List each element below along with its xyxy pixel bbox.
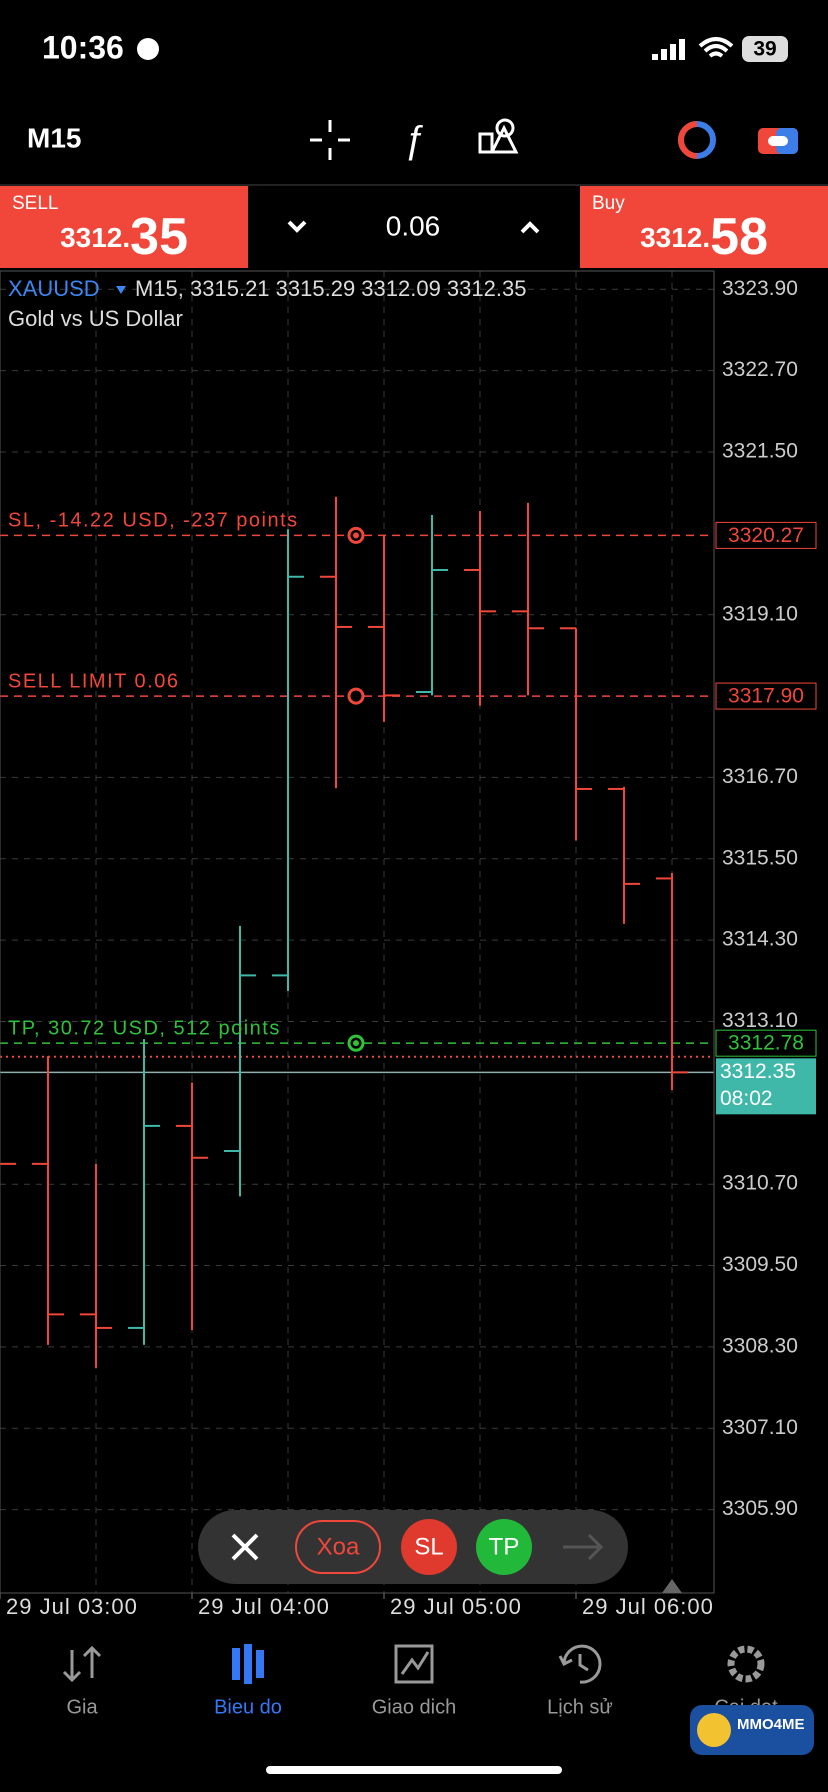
buy-button[interactable] bbox=[580, 186, 828, 268]
order-price: 3320.27 bbox=[728, 524, 804, 547]
battery-level: 39 bbox=[753, 38, 776, 61]
volume-down[interactable] bbox=[287, 220, 307, 233]
bid-price-box bbox=[716, 1058, 816, 1115]
chart-info: M15, 3315.21 3315.29 3312.09 3312.35 bbox=[135, 276, 526, 301]
watermark: MMO4ME bbox=[690, 1705, 814, 1755]
objects-button[interactable] bbox=[478, 118, 519, 154]
buy-price-main: 3312. bbox=[640, 222, 710, 253]
x-tick-label: 29 Jul 03:00 bbox=[6, 1594, 138, 1619]
y-tick-label: 3319.10 bbox=[722, 602, 798, 625]
symbol-name[interactable]: XAUUSD bbox=[8, 276, 100, 301]
buy-price: 3312.58 bbox=[640, 208, 768, 266]
wifi-icon bbox=[698, 37, 734, 58]
bid-price: 3312.35 bbox=[720, 1060, 796, 1083]
plot-frame bbox=[0, 270, 715, 1594]
order-handle-dot bbox=[353, 1040, 359, 1047]
x-tick-label: 29 Jul 05:00 bbox=[390, 1594, 522, 1619]
y-tick-label: 3315.50 bbox=[722, 846, 798, 869]
nav-label: Gia bbox=[66, 1696, 98, 1718]
volume-value[interactable]: 0.06 bbox=[386, 210, 441, 241]
sl-label: SL bbox=[414, 1533, 443, 1560]
sell-price-big: 35 bbox=[130, 208, 188, 266]
trade-button[interactable] bbox=[758, 128, 798, 154]
sell-price-main: 3312. bbox=[60, 222, 130, 253]
watermark-text: MMO4ME bbox=[737, 1716, 805, 1733]
y-tick-label: 3310.70 bbox=[722, 1172, 798, 1195]
nav-icon bbox=[232, 1644, 264, 1684]
nav-item[interactable]: Bieu do bbox=[214, 1644, 282, 1718]
buy-label: Buy bbox=[592, 193, 625, 214]
y-tick-label: 3313.10 bbox=[722, 1009, 798, 1032]
y-tick-label: 3316.70 bbox=[722, 765, 798, 788]
nav-label: Bieu do bbox=[214, 1696, 282, 1718]
order-price-box bbox=[715, 521, 817, 549]
order-handle-dot bbox=[353, 532, 359, 539]
close-button[interactable] bbox=[231, 1533, 259, 1561]
bid-timer: 08:02 bbox=[720, 1087, 773, 1110]
next-button[interactable] bbox=[563, 1533, 604, 1561]
bars bbox=[0, 496, 688, 1368]
order-price-box bbox=[715, 1029, 817, 1057]
buy-price-big: 58 bbox=[710, 208, 768, 266]
symbol-dropdown[interactable] bbox=[116, 286, 126, 294]
sell-price: 3312.35 bbox=[60, 208, 188, 266]
y-tick-label: 3307.10 bbox=[722, 1416, 798, 1439]
home-indicator bbox=[266, 1766, 562, 1774]
y-tick-label: 3309.50 bbox=[722, 1253, 798, 1276]
sell-button[interactable] bbox=[0, 186, 248, 268]
order-price: 3312.78 bbox=[728, 1032, 804, 1055]
volume-up[interactable] bbox=[520, 221, 540, 234]
delete-label: Xoa bbox=[317, 1533, 360, 1560]
status-emoji bbox=[137, 38, 159, 60]
nav-icon bbox=[727, 1645, 765, 1683]
status-time: 10:36 bbox=[42, 29, 124, 65]
account-button[interactable] bbox=[678, 121, 716, 159]
y-tick-label: 3308.30 bbox=[722, 1334, 798, 1357]
grid: 3323.90 3322.70 3321.50 3319.10 3316.70 3315.… bbox=[0, 271, 798, 1619]
y-tick-label: 3323.90 bbox=[722, 277, 798, 300]
nav-icon bbox=[62, 1645, 102, 1683]
y-tick-label: 3314.30 bbox=[722, 928, 798, 951]
order-label: SELL LIMIT 0.06 bbox=[8, 670, 179, 692]
order-label: TP, 30.72 USD, 512 points bbox=[8, 1017, 281, 1039]
battery-icon bbox=[742, 36, 788, 62]
y-tick-label: 3322.70 bbox=[722, 358, 798, 381]
nav-label: Giao dich bbox=[372, 1696, 457, 1718]
indicators-button[interactable]: ƒ bbox=[403, 119, 424, 162]
tp-label: TP bbox=[489, 1533, 520, 1560]
sl-button[interactable] bbox=[401, 1519, 457, 1575]
delete-button[interactable] bbox=[295, 1520, 381, 1574]
nav-icon bbox=[558, 1644, 602, 1684]
crosshair-button[interactable] bbox=[310, 120, 350, 160]
signal-icon bbox=[652, 39, 685, 60]
x-tick-label: 29 Jul 06:00 bbox=[582, 1594, 714, 1619]
chart-subtitle: Gold vs US Dollar bbox=[8, 306, 183, 331]
x-tick-label: 29 Jul 04:00 bbox=[198, 1594, 330, 1619]
order-price-box bbox=[715, 682, 817, 710]
y-tick-label: 3321.50 bbox=[722, 440, 798, 463]
nav-item[interactable]: Lịch sử bbox=[547, 1644, 613, 1718]
sell-label: SELL bbox=[12, 193, 58, 214]
nav-icon bbox=[394, 1644, 434, 1684]
order-price: 3317.90 bbox=[728, 685, 804, 708]
order-handle[interactable] bbox=[347, 687, 365, 705]
nav-label: Lịch sử bbox=[547, 1696, 613, 1718]
timeframe-button[interactable]: M15 bbox=[27, 122, 81, 153]
order-label: SL, -14.22 USD, -237 points bbox=[8, 510, 299, 532]
y-tick-label: 3305.90 bbox=[722, 1497, 798, 1520]
nav-item[interactable]: Gia bbox=[62, 1645, 102, 1718]
nav-item[interactable]: Giao dich bbox=[372, 1644, 457, 1718]
tp-button[interactable] bbox=[476, 1519, 532, 1575]
scroll-marker[interactable] bbox=[662, 1579, 682, 1593]
